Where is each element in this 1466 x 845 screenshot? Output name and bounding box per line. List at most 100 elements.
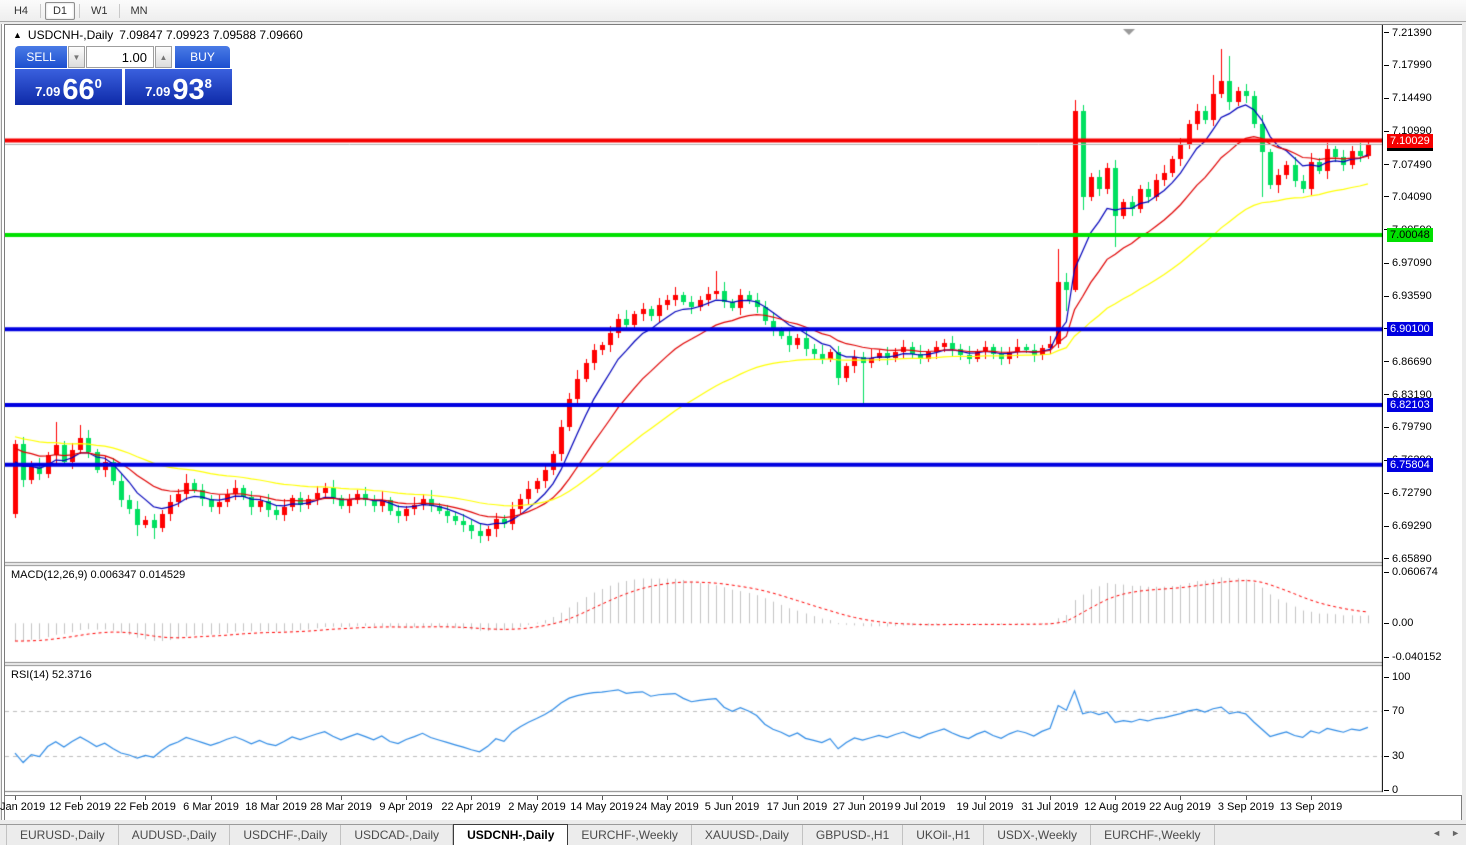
macd-axis-tick-label: 0.060674 xyxy=(1392,566,1438,579)
price-axis-tick: 6.69290 xyxy=(1384,520,1432,532)
chart-tab-gbpusd[interactable]: GBPUSD-,H1 xyxy=(803,825,904,845)
tick-mark xyxy=(1384,229,1389,231)
tab-scroll-arrows: ◄ ► xyxy=(1432,828,1460,838)
buy-price-pip: 8 xyxy=(204,76,212,91)
chart-tab-ukoil[interactable]: UKOil-,H1 xyxy=(903,825,985,845)
date-axis-label: 22 Apr 2019 xyxy=(441,801,501,813)
price-axis-tick-label: 6.72790 xyxy=(1392,487,1432,500)
date-axis-label: 12 Feb 2019 xyxy=(49,801,111,813)
tick-mark xyxy=(1384,64,1389,66)
price-axis: 7.21390 7.17990 7.14490 7.10990 7.07490 7.040… xyxy=(1384,25,1462,796)
volume-increase-button[interactable]: ▲ xyxy=(155,46,172,68)
tick-mark xyxy=(1384,755,1389,757)
volume-decrease-button[interactable]: ▼ xyxy=(68,46,85,68)
date-tick-mark xyxy=(985,796,986,800)
tick-mark xyxy=(1384,525,1389,527)
horizontal-line-price-label[interactable]: 6.82103 xyxy=(1387,398,1433,413)
horizontal-line-price-label[interactable]: 7.00048 xyxy=(1387,228,1433,243)
tick-mark xyxy=(1384,361,1389,363)
date-axis-label: 17 Jun 2019 xyxy=(766,801,828,813)
date-axis-label: 19 Jul 2019 xyxy=(956,801,1014,813)
volume-box xyxy=(86,46,154,68)
price-axis-tick-label: 7.21390 xyxy=(1392,26,1432,39)
sell-price-display[interactable]: 7.09 66 0 xyxy=(15,69,122,105)
tick-mark xyxy=(1384,32,1389,34)
date-tick-mark xyxy=(667,796,668,800)
tab-scroll-right-icon[interactable]: ► xyxy=(1451,828,1460,838)
price-axis-tick: 6.97090 xyxy=(1384,257,1432,269)
chart-canvas[interactable] xyxy=(5,25,1383,795)
tick-mark xyxy=(1384,459,1389,461)
chart-tab-usdchf[interactable]: USDCHF-,Daily xyxy=(230,825,342,845)
one-click-trade-panel: SELL ▼ ▲ BUY 7.09 66 0 7.09 93 8 xyxy=(15,46,232,105)
tick-mark xyxy=(1384,558,1389,560)
horizontal-line-price-label[interactable]: 6.75804 xyxy=(1387,457,1433,472)
date-axis-label: 18 Mar 2019 xyxy=(245,801,307,813)
date-tick-mark xyxy=(1311,796,1312,800)
horizontal-line-price-label[interactable]: 7.10029 xyxy=(1387,133,1433,148)
tick-mark xyxy=(1384,394,1389,396)
tick-mark xyxy=(1384,656,1389,658)
date-axis-label: 13 Sep 2019 xyxy=(1279,801,1343,813)
chart-tab-eurchf[interactable]: EURCHF-,Weekly xyxy=(1091,825,1215,845)
price-axis-tick: 6.79790 xyxy=(1384,421,1432,433)
macd-axis-tick-label: -0.040152 xyxy=(1392,651,1442,664)
date-tick-mark xyxy=(80,796,81,800)
buy-price-display[interactable]: 7.09 93 8 xyxy=(125,69,232,105)
tick-mark xyxy=(1384,262,1389,264)
sell-price-prefix: 7.09 xyxy=(35,84,61,99)
timeframe-button-h4[interactable]: H4 xyxy=(13,4,29,17)
volume-input[interactable] xyxy=(87,47,153,67)
price-axis-tick-label: 6.97090 xyxy=(1392,257,1432,270)
tick-mark xyxy=(1384,492,1389,494)
price-axis-tick-label: 6.86690 xyxy=(1392,355,1432,368)
rsi-axis-tick: 100 xyxy=(1384,671,1410,683)
tick-mark xyxy=(1384,97,1389,99)
collapse-panel-icon[interactable]: ▲ xyxy=(13,30,22,40)
macd-axis-tick: 0.060674 xyxy=(1384,566,1438,578)
date-tick-mark xyxy=(863,796,864,800)
tab-scroll-left-icon[interactable]: ◄ xyxy=(1432,828,1442,838)
rsi-axis-tick: 0 xyxy=(1384,784,1398,796)
tick-mark xyxy=(1384,426,1389,428)
date-tick-mark xyxy=(797,796,798,800)
date-axis-label: 28 Mar 2019 xyxy=(310,801,372,813)
date-axis-label: 31 Jan 2019 xyxy=(0,801,46,813)
date-axis-label: 9 Jul 2019 xyxy=(894,801,946,813)
price-axis-tick: 7.17990 xyxy=(1384,59,1432,71)
date-tick-mark xyxy=(211,796,212,800)
tick-mark xyxy=(1384,196,1389,198)
price-axis-tick-label: 7.04090 xyxy=(1392,190,1432,203)
date-tick-mark xyxy=(15,796,16,800)
chart-tab-eurchf[interactable]: EURCHF-,Weekly xyxy=(568,825,692,845)
date-tick-mark xyxy=(1050,796,1051,800)
price-axis-tick-label: 6.69290 xyxy=(1392,520,1432,533)
timeframe-button-mn[interactable]: MN xyxy=(130,4,148,17)
rsi-axis-tick-label: 0 xyxy=(1392,784,1399,796)
buy-button[interactable]: BUY xyxy=(175,46,230,68)
chart-tab-usdcnh[interactable]: USDCNH-,Daily xyxy=(453,824,569,845)
macd-axis-tick: -0.040152 xyxy=(1384,651,1442,663)
price-axis-tick: 6.86690 xyxy=(1384,356,1432,368)
chart-tab-usdcad[interactable]: USDCAD-,Daily xyxy=(341,825,454,845)
price-axis-tick: 6.83190 xyxy=(1384,389,1432,401)
price-axis-tick-label: 7.17990 xyxy=(1392,59,1432,72)
chart-tab-xauusd[interactable]: XAUUSD-,Daily xyxy=(692,825,803,845)
horizontal-line-price-label[interactable]: 6.90100 xyxy=(1387,322,1433,337)
tick-mark xyxy=(1384,328,1389,329)
price-axis-tick: 7.07490 xyxy=(1384,159,1432,171)
date-tick-mark xyxy=(1115,796,1116,800)
chart-tab-eurusd[interactable]: EURUSD-,Daily xyxy=(6,825,119,845)
date-tick-mark xyxy=(276,796,277,800)
timeframe-button-d1[interactable]: D1 xyxy=(45,1,75,20)
date-tick-mark xyxy=(471,796,472,800)
timeframe-button-w1[interactable]: W1 xyxy=(91,4,108,17)
chart-tab-usdx[interactable]: USDX-,Weekly xyxy=(984,825,1092,845)
buy-price-main: 93 xyxy=(172,74,205,106)
sell-button[interactable]: SELL xyxy=(15,46,67,68)
date-axis-label: 6 Mar 2019 xyxy=(183,801,239,813)
macd-axis-tick: 0.00 xyxy=(1384,617,1413,629)
chart-window: ▲ USDCNH-,Daily 7.09847 7.09923 7.09588 … xyxy=(0,24,1462,820)
chart-tab-audusd[interactable]: AUDUSD-,Daily xyxy=(119,825,231,845)
date-tick-mark xyxy=(920,796,921,800)
